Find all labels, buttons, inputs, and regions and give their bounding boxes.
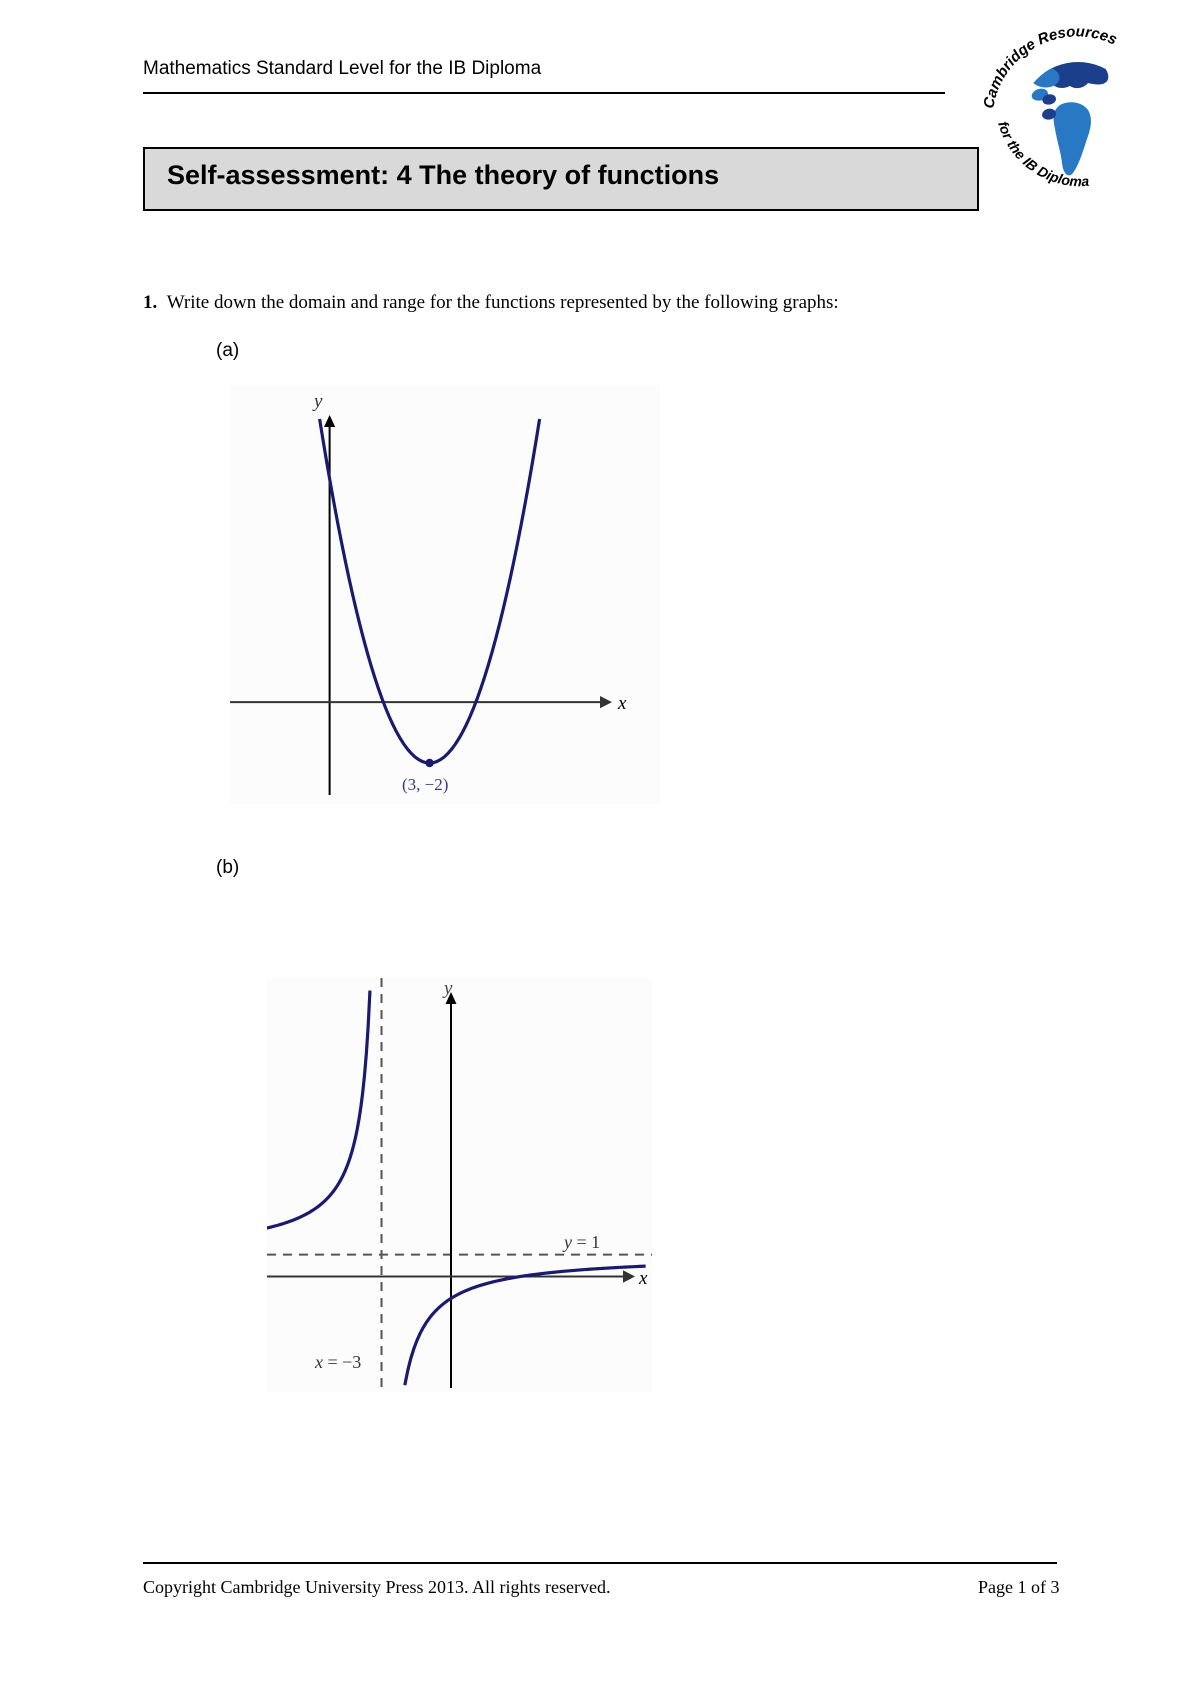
svg-text:x: x — [638, 1268, 648, 1289]
svg-text:y: y — [442, 978, 453, 999]
svg-text:y: y — [312, 391, 323, 412]
svg-text:x = −3: x = −3 — [314, 1352, 361, 1372]
svg-text:x: x — [617, 693, 627, 714]
svg-text:(3, −2): (3, −2) — [402, 775, 448, 794]
svg-text:y = 1: y = 1 — [562, 1232, 600, 1252]
